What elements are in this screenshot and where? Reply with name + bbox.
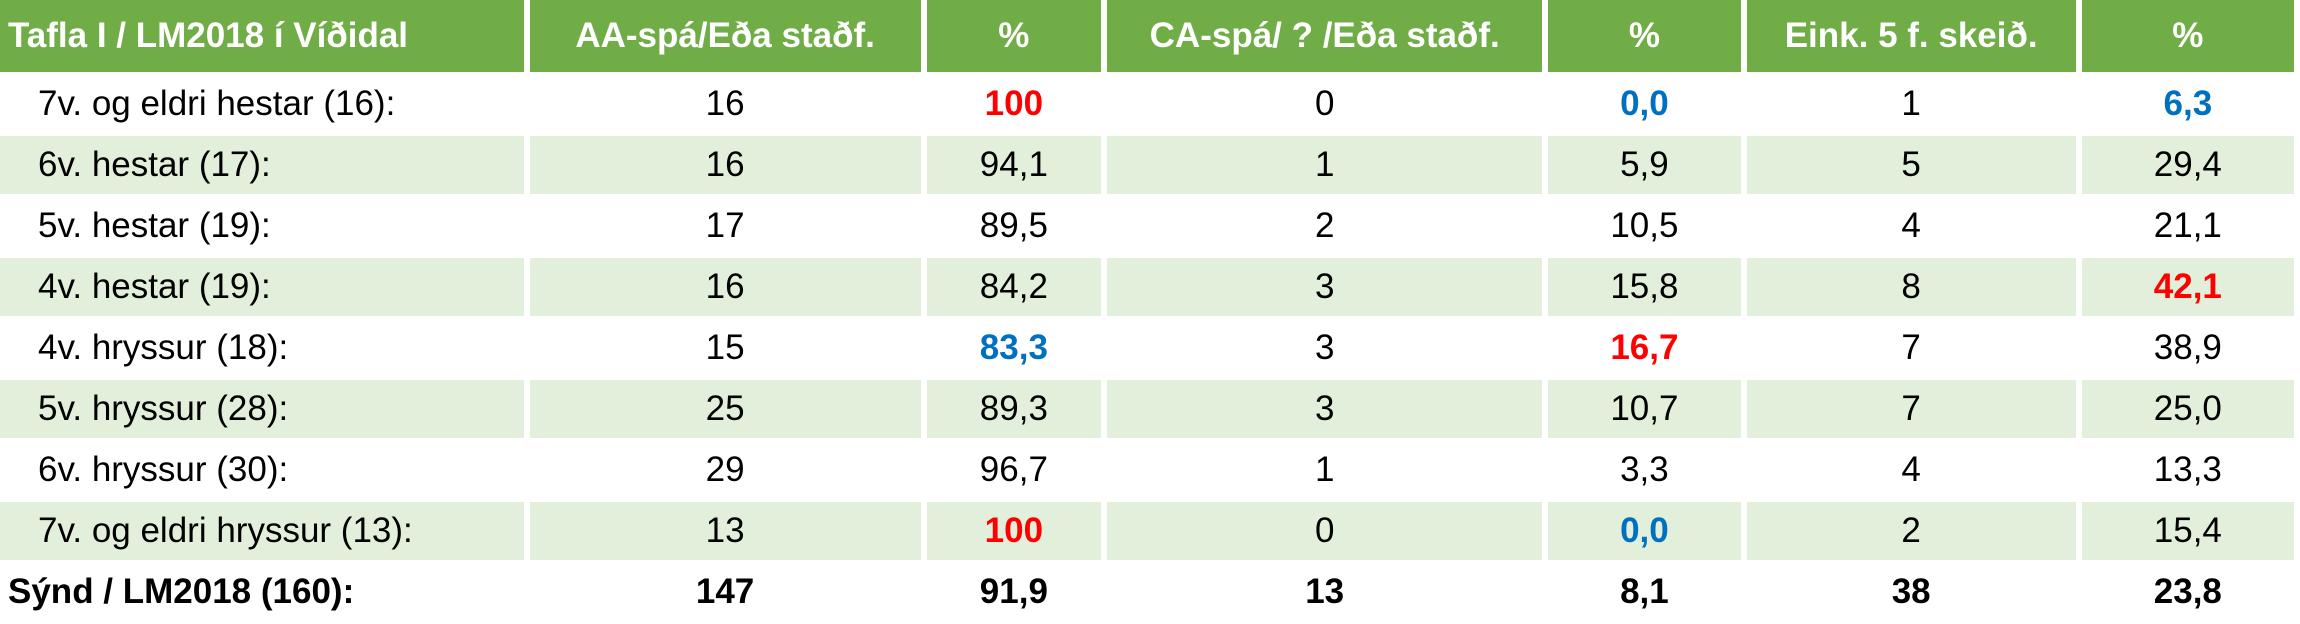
cell-category: 4v. hryssur (18): — [38, 328, 289, 367]
cell-ca-count: 1 — [1314, 450, 1335, 489]
cell-aa-count: 16 — [705, 84, 745, 123]
total-aa-count: 147 — [695, 572, 755, 611]
cell-pace-count: 7 — [1746, 380, 2076, 438]
cell-aa-count: 17 — [705, 206, 745, 245]
total-category: Sýnd / LM2018 (160): — [8, 572, 355, 611]
column-header-ca-count: CA-spá/ ? /Eða staðf. — [1107, 0, 1543, 72]
cell-pace-percent: 42,1 — [2081, 258, 2294, 316]
cell-ca-count: 3 — [1107, 258, 1543, 316]
cell-category: 5v. hryssur (28): — [0, 380, 524, 438]
cell-ca-count: 0 — [1107, 502, 1543, 560]
table-row: 5v. hryssur (28): 25 89,3 3 10,7 7 25,0 — [0, 380, 2294, 438]
cell-ca-percent: 0,0 — [1548, 502, 1741, 560]
cell-category: 6v. hestar (17): — [0, 136, 524, 194]
cell-pace-count: 1 — [1901, 84, 1921, 123]
cell-pace-percent: 38,9 — [2153, 328, 2222, 367]
table-row: 6v. hestar (17): 16 94,1 1 5,9 5 29,4 — [0, 136, 2294, 194]
cell-category: 5v. hestar (19): — [38, 206, 271, 245]
cell-ca-percent: 16,7 — [1610, 328, 1679, 367]
cell-pace-percent: 29,4 — [2081, 136, 2294, 194]
table-row: 6v. hryssur (30): 29 96,7 1 3,3 4 13,3 — [0, 441, 2294, 499]
total-pace-count: 38 — [1891, 572, 1931, 611]
cell-pace-count: 5 — [1746, 136, 2076, 194]
table-row: 5v. hestar (19): 17 89,5 2 10,5 4 21,1 — [0, 197, 2294, 255]
total-ca-percent: 8,1 — [1620, 572, 1669, 611]
cell-pace-count: 4 — [1901, 450, 1921, 489]
column-header-aa-count: AA-spá/Eða staðf. — [529, 0, 921, 72]
column-header-aa-percent: % — [926, 0, 1102, 72]
cell-pace-count: 2 — [1746, 502, 2076, 560]
total-ca-count: 13 — [1305, 572, 1345, 611]
cell-pace-percent: 6,3 — [2163, 84, 2213, 123]
cell-ca-percent: 0,0 — [1620, 84, 1669, 123]
cell-ca-percent: 15,8 — [1548, 258, 1741, 316]
cell-ca-percent: 10,7 — [1548, 380, 1741, 438]
cell-aa-count: 25 — [529, 380, 921, 438]
cell-ca-percent: 3,3 — [1620, 450, 1669, 489]
cell-aa-percent: 96,7 — [979, 450, 1048, 489]
table-row: 4v. hryssur (18): 15 83,3 3 16,7 7 38,9 — [0, 319, 2294, 377]
column-header-pace-count: Eink. 5 f. skeið. — [1746, 0, 2076, 72]
cell-pace-percent: 25,0 — [2081, 380, 2294, 438]
cell-ca-count: 3 — [1107, 380, 1543, 438]
cell-aa-count: 15 — [705, 328, 745, 367]
table-row: 4v. hestar (19): 16 84,2 3 15,8 8 42,1 — [0, 258, 2294, 316]
cell-category: 6v. hryssur (30): — [38, 450, 289, 489]
cell-ca-count: 2 — [1314, 206, 1335, 245]
cell-aa-percent: 100 — [926, 502, 1102, 560]
cell-pace-count: 8 — [1746, 258, 2076, 316]
cell-category: 7v. og eldri hestar (16): — [38, 84, 396, 123]
cell-pace-count: 4 — [1901, 206, 1921, 245]
header-row: Tafla I / LM2018 í Víðidal AA-spá/Eða sta… — [0, 0, 2294, 72]
cell-ca-count: 1 — [1107, 136, 1543, 194]
column-header-ca-percent: % — [1548, 0, 1741, 72]
cell-pace-percent: 21,1 — [2153, 206, 2222, 245]
cell-pace-percent: 15,4 — [2081, 502, 2294, 560]
cell-aa-count: 13 — [529, 502, 921, 560]
total-row: Sýnd / LM2018 (160): 147 91,9 13 8,1 38 23,8 — [0, 563, 2294, 621]
cell-aa-percent: 100 — [984, 84, 1044, 123]
cell-ca-count: 0 — [1314, 84, 1335, 123]
cell-aa-count: 16 — [529, 258, 921, 316]
total-aa-percent: 91,9 — [979, 572, 1048, 611]
cell-aa-percent: 89,5 — [979, 206, 1048, 245]
cell-aa-count: 16 — [529, 136, 921, 194]
column-header-pace-percent: % — [2081, 0, 2294, 72]
table-row: 7v. og eldri hryssur (13): 13 100 0 0,0 2 15,4 — [0, 502, 2294, 560]
cell-ca-count: 3 — [1314, 328, 1335, 367]
cell-pace-percent: 13,3 — [2153, 450, 2222, 489]
total-pace-percent: 23,8 — [2153, 572, 2222, 611]
cell-aa-percent: 83,3 — [979, 328, 1048, 367]
cell-aa-count: 29 — [705, 450, 745, 489]
cell-ca-percent: 5,9 — [1548, 136, 1741, 194]
cell-pace-count: 7 — [1901, 328, 1921, 367]
cell-aa-percent: 94,1 — [926, 136, 1102, 194]
column-header-category: Tafla I / LM2018 í Víðidal — [0, 0, 524, 72]
cell-ca-percent: 10,5 — [1610, 206, 1679, 245]
table-row: 7v. og eldri hestar (16): 16 100 0 0,0 1 6,3 — [0, 75, 2294, 133]
cell-category: 4v. hestar (19): — [0, 258, 524, 316]
cell-category: 7v. og eldri hryssur (13): — [0, 502, 524, 560]
cell-aa-percent: 89,3 — [926, 380, 1102, 438]
cell-aa-percent: 84,2 — [926, 258, 1102, 316]
